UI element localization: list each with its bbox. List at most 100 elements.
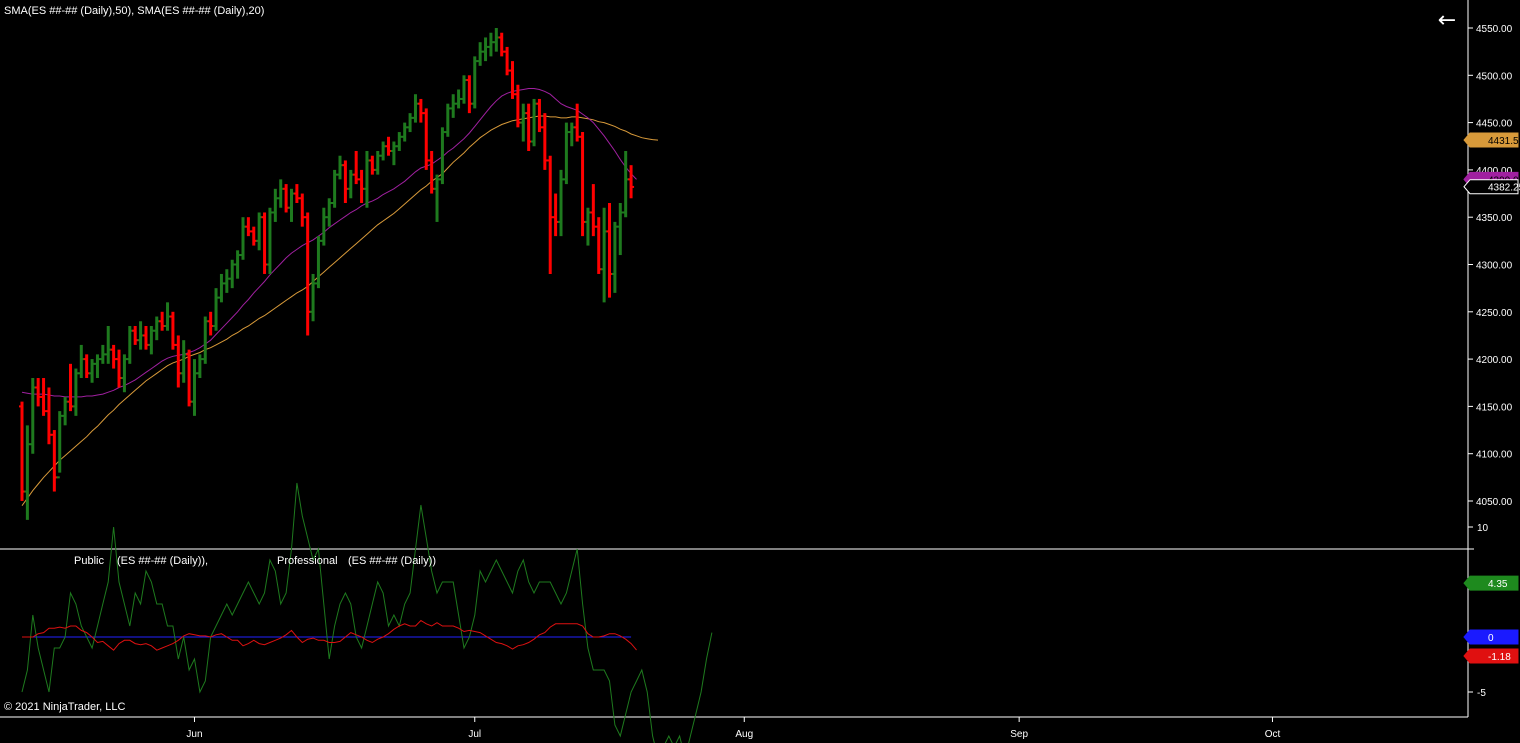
ohlc-bar — [552, 193, 559, 237]
ohlc-bar — [315, 236, 322, 289]
price-tick-label: 4500.00 — [1476, 71, 1513, 82]
ohlc-bar — [223, 269, 230, 293]
ohlc-bar — [180, 340, 187, 383]
ohlc-bar — [137, 321, 144, 350]
ohlc-bar — [207, 311, 214, 336]
ohlc-bar — [353, 150, 360, 185]
time-tick-label: Sep — [1010, 729, 1028, 740]
ohlc-bar — [531, 98, 538, 147]
ohlc-bar — [396, 132, 403, 151]
ohlc-bar — [622, 150, 629, 218]
public-line — [21, 482, 713, 743]
price-value-tag-box — [1463, 179, 1519, 195]
ohlc-bar — [51, 430, 58, 492]
ohlc-bar — [272, 188, 279, 222]
ohlc-bar — [337, 155, 344, 180]
oscillator-tick-label: -5 — [1477, 688, 1486, 699]
price-tick-label: 4050.00 — [1476, 497, 1513, 508]
ohlc-bar — [412, 94, 419, 123]
ohlc-bar — [126, 325, 133, 364]
ohlc-bar — [460, 75, 467, 104]
ohlc-bar — [590, 184, 597, 237]
ohlc-bar — [234, 250, 241, 279]
ohlc-bar — [293, 184, 300, 204]
ohlc-bar — [342, 160, 349, 204]
ohlc-bar — [331, 169, 338, 208]
price-plot[interactable] — [19, 28, 659, 520]
zero-value-tag-box — [1463, 629, 1519, 645]
ohlc-bar — [450, 94, 457, 118]
ohlc-bar — [35, 378, 42, 407]
ohlc-bar — [288, 188, 295, 222]
ohlc-bar — [471, 56, 478, 109]
ohlc-bar — [390, 141, 397, 166]
ohlc-bar — [504, 46, 511, 76]
oscillator-plot[interactable] — [21, 482, 713, 743]
ohlc-bar — [363, 150, 370, 208]
professional-value-tag: -1.18 — [1463, 648, 1519, 664]
ohlc-bar — [466, 75, 473, 114]
ohlc-bar — [56, 411, 63, 479]
ohlc-bar — [525, 103, 532, 151]
sma50-value-tag: 4431.55 — [1463, 132, 1520, 148]
ohlc-bar — [482, 37, 489, 62]
sma50-value-tag-box — [1463, 132, 1519, 148]
ohlc-bar — [116, 349, 123, 388]
ohlc-bar — [110, 344, 117, 369]
ohlc-bar — [164, 302, 171, 331]
public-label: Public — [74, 555, 104, 567]
indicator-label: SMA(ES ##-## (Daily),50), SMA(ES ##-## (… — [4, 5, 264, 17]
value-tags: 4431.554390.004382.254.350-1.18 — [1463, 132, 1520, 664]
professional-label: Professional — [277, 555, 338, 567]
ohlc-bar — [595, 217, 602, 274]
ohlc-bar — [213, 288, 220, 331]
ohlc-bar — [148, 325, 155, 355]
ohlc-bar — [606, 203, 613, 298]
public-value-tag-box — [1463, 575, 1519, 591]
professional-value-tag-box — [1463, 648, 1519, 664]
public-value-tag: 4.35 — [1463, 575, 1519, 591]
price-tick-label: 4400.00 — [1476, 166, 1513, 177]
ohlc-bar — [196, 354, 203, 379]
ohlc-bar — [45, 387, 52, 445]
ohlc-bar — [191, 359, 198, 416]
ohlc-bar — [24, 425, 31, 520]
ohlc-bar — [202, 316, 209, 364]
ohlc-bar — [407, 113, 414, 133]
price-tick-label: 4150.00 — [1476, 402, 1513, 413]
ohlc-bar — [374, 150, 381, 175]
sma50-value-tag-label: 4431.55 — [1488, 136, 1520, 147]
professional-line — [22, 619, 637, 651]
ohlc-bar — [89, 359, 96, 383]
public-source-label: (ES ##-## (Daily)), — [117, 555, 208, 567]
ohlc-bar — [601, 207, 608, 303]
ohlc-bar — [477, 42, 484, 66]
ohlc-bar — [358, 169, 365, 204]
ohlc-bar — [310, 273, 317, 322]
ohlc-bar — [434, 174, 441, 222]
ohlc-bar — [169, 311, 176, 350]
time-tick-label: Jun — [186, 729, 202, 740]
public-value-tag-label: 4.35 — [1488, 579, 1508, 590]
ohlc-bar — [142, 325, 149, 350]
ohlc-bar — [455, 89, 462, 109]
ohlc-bar — [563, 122, 570, 185]
ohlc-bar — [105, 325, 112, 364]
ohlc-bar — [159, 311, 166, 331]
ohlc-bar — [558, 169, 564, 237]
ohlc-bar — [579, 132, 586, 237]
ohlc-bar — [628, 165, 635, 199]
ohlc-bar — [29, 378, 36, 454]
time-tick-label: Jul — [468, 729, 481, 740]
ohlc-bar — [444, 103, 451, 137]
sma50-line — [21, 115, 659, 506]
arrow-left-icon[interactable]: ← — [1437, 8, 1457, 33]
price-tick-label: 4450.00 — [1476, 119, 1513, 130]
price-tick-label: 4350.00 — [1476, 213, 1513, 224]
ohlc-bar — [186, 349, 193, 407]
ohlc-bar — [347, 169, 354, 199]
ohlc-bar — [78, 344, 85, 379]
price-tick-label: 4250.00 — [1476, 308, 1513, 319]
ohlc-bar — [266, 207, 273, 274]
ohlc-bar — [487, 32, 494, 57]
